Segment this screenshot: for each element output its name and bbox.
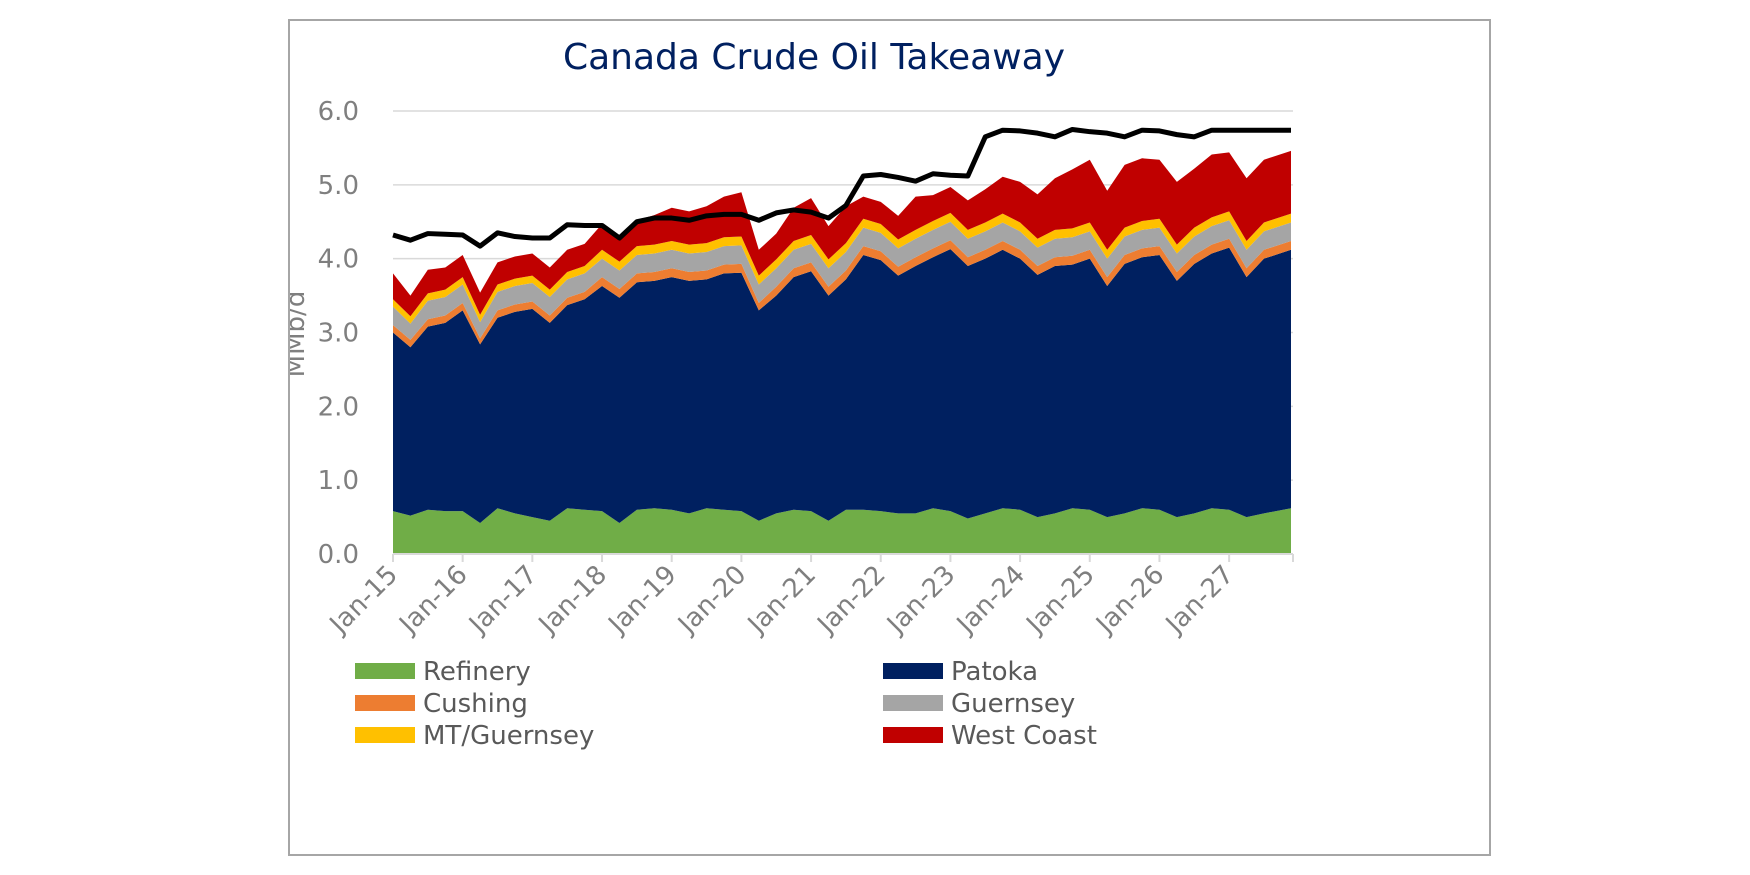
chart-frame: Canada Crude Oil Takeaway 0.0 1.0 2.0 3.0 4.… <box>288 19 1491 856</box>
legend-label: Guernsey <box>951 689 1075 719</box>
y-tick-label: 0.0 <box>318 540 359 570</box>
legend: Refinery Patoka Cushing Guernsey MT/Guernsey… <box>355 657 1097 751</box>
y-tick-labels: 0.0 1.0 2.0 3.0 4.0 5.0 6.0 <box>318 97 359 570</box>
legend-label: Cushing <box>423 689 528 719</box>
x-tick-label: Jan-24 <box>950 560 1031 641</box>
x-tick-label: Jan-22 <box>811 560 892 641</box>
x-tick-label: Jan-17 <box>462 560 543 641</box>
x-tick-label: Jan-27 <box>1159 560 1240 641</box>
area-mt-guernsey <box>393 211 1291 324</box>
capacity-line <box>392 126 1291 249</box>
legend-swatch <box>355 695 415 711</box>
area-refinery <box>393 508 1291 554</box>
legend-swatch <box>355 727 415 743</box>
legend-swatch <box>355 663 415 679</box>
y-axis-title: MMb/d <box>290 291 311 378</box>
chart-area: Canada Crude Oil Takeaway 0.0 1.0 2.0 3.0 4.… <box>290 37 1294 751</box>
chart-title: Canada Crude Oil Takeaway <box>563 37 1065 78</box>
y-tick-label: 3.0 <box>318 319 359 349</box>
legend-item-cushing: Cushing <box>355 689 528 719</box>
legend-item-guernsey: Guernsey <box>883 689 1075 719</box>
y-tick-label: 2.0 <box>318 392 359 422</box>
legend-item-mt-guernsey: MT/Guernsey <box>355 721 594 751</box>
area-patoka <box>393 247 1291 523</box>
x-tick-label: Jan-19 <box>602 560 683 641</box>
legend-item-patoka: Patoka <box>883 657 1038 687</box>
legend-swatch <box>883 663 943 679</box>
legend-item-refinery: Refinery <box>355 657 531 687</box>
y-tick-label: 6.0 <box>318 97 359 127</box>
x-tick-label: Jan-15 <box>323 560 404 641</box>
legend-label: Refinery <box>423 657 531 687</box>
y-tick-label: 5.0 <box>318 171 359 201</box>
y-tick-label: 4.0 <box>318 245 359 275</box>
legend-label: Patoka <box>951 657 1038 687</box>
area-guernsey <box>393 220 1291 340</box>
x-tick-label: Jan-21 <box>741 560 822 641</box>
x-tick-label: Jan-23 <box>880 560 961 641</box>
capacity-line-path <box>392 126 1291 249</box>
x-tick-labels: Jan-15Jan-16Jan-17Jan-18Jan-19Jan-20Jan-… <box>323 554 1294 641</box>
x-tick-label: Jan-26 <box>1089 560 1170 641</box>
x-tick-label: Jan-20 <box>671 560 752 641</box>
area-west-coast <box>393 150 1291 317</box>
area-cushing <box>393 238 1291 348</box>
x-tick-label: Jan-18 <box>532 560 613 641</box>
x-tick-label: Jan-16 <box>393 560 474 641</box>
stacked-areas <box>393 150 1291 554</box>
legend-label: West Coast <box>951 721 1097 751</box>
legend-label: MT/Guernsey <box>423 721 594 751</box>
x-tick-label: Jan-25 <box>1020 560 1101 641</box>
legend-swatch <box>883 695 943 711</box>
legend-swatch <box>883 727 943 743</box>
legend-item-west-coast: West Coast <box>883 721 1097 751</box>
y-tick-label: 1.0 <box>318 466 359 496</box>
